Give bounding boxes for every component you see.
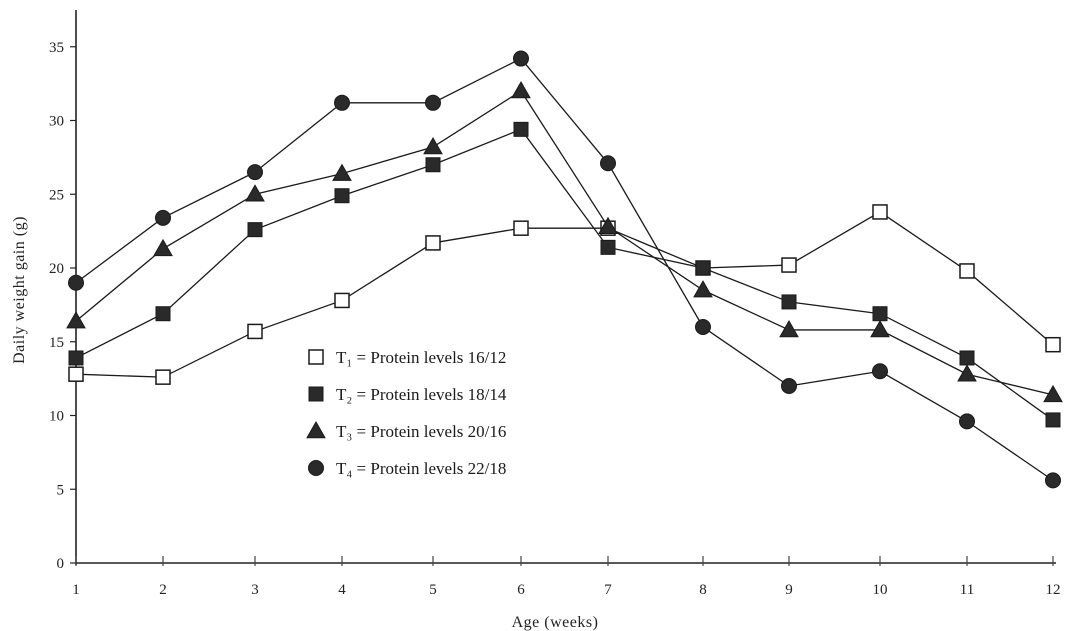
data-point: [1045, 472, 1061, 489]
x-tick-label: 2: [159, 582, 167, 598]
series-layer: [66, 50, 1063, 489]
data-point: [247, 222, 263, 238]
data-point: [247, 323, 263, 340]
x-tick-label: 12: [1046, 582, 1061, 598]
data-point: [779, 319, 799, 338]
x-tick-label: 7: [604, 582, 612, 598]
data-point: [600, 239, 616, 255]
data-point: [695, 319, 711, 335]
data-point: [957, 364, 977, 382]
data-point: [1043, 384, 1063, 403]
data-point: [332, 163, 352, 181]
data-point: [334, 292, 350, 309]
data-point: [872, 306, 888, 322]
y-tick-label: 0: [57, 556, 65, 572]
data-point: [513, 50, 529, 67]
y-tick-label: 15: [49, 335, 64, 351]
data-point: [68, 350, 84, 366]
data-point: [959, 350, 975, 366]
legend-marker: [308, 460, 324, 476]
legend-item: T₁ = Protein levels 16/12: [308, 348, 506, 367]
y-tick-label: 20: [49, 261, 64, 277]
x-tick-label: 1: [72, 582, 80, 598]
legend-item: T₃ = Protein levels 20/16: [306, 420, 506, 441]
data-point: [155, 306, 171, 322]
legend-item: T₂ = Protein levels 18/14: [308, 385, 507, 404]
data-point: [872, 204, 888, 220]
y-tick-label: 10: [49, 409, 64, 425]
data-point: [68, 366, 84, 382]
series-line-3: [75, 90, 1054, 396]
x-tick-label: 11: [960, 582, 974, 598]
data-point: [600, 155, 616, 172]
data-point: [334, 94, 350, 111]
y-tick-label: 35: [49, 40, 64, 56]
data-point: [1045, 336, 1061, 353]
data-point: [425, 94, 441, 111]
data-point: [513, 121, 529, 137]
data-point: [425, 157, 441, 173]
series-line-4: [75, 57, 1054, 481]
data-point: [513, 220, 529, 236]
series-3: [66, 80, 1063, 403]
legend-item: T₄ = Protein levels 22/18: [308, 459, 506, 478]
y-tick-label: 30: [49, 114, 64, 130]
data-point: [155, 369, 171, 385]
data-point: [155, 209, 171, 226]
data-point: [598, 216, 618, 234]
data-point: [68, 274, 84, 291]
x-tick-label: 8: [699, 582, 707, 598]
data-point: [66, 311, 86, 329]
data-point: [959, 413, 975, 430]
data-point: [334, 188, 350, 204]
data-point: [247, 164, 263, 181]
series-4: [68, 50, 1061, 489]
data-point: [695, 260, 711, 276]
y-tick-label: 5: [57, 482, 65, 498]
legend-marker: [308, 349, 324, 365]
x-tick-label: 9: [785, 582, 793, 598]
legend-label: T₂ = Protein levels 18/14: [336, 385, 507, 404]
data-point: [693, 280, 713, 298]
x-axis-title: Age (weeks): [512, 614, 599, 631]
data-point: [511, 80, 531, 99]
data-point: [423, 137, 443, 155]
data-point: [153, 238, 173, 257]
series-1: [68, 204, 1061, 385]
y-axis-title: Daily weight gain (g): [11, 216, 28, 364]
series-line-1: [75, 211, 1054, 378]
legend-label: T₃ = Protein levels 20/16: [336, 422, 506, 441]
legend-label: T₄ = Protein levels 22/18: [336, 459, 506, 478]
x-tick-label: 4: [338, 582, 346, 598]
data-point: [781, 294, 797, 310]
y-tick-label: 25: [49, 187, 64, 203]
data-point: [872, 363, 888, 380]
data-point: [781, 378, 797, 394]
legend: T₁ = Protein levels 16/12 T₂ = Protein le…: [306, 348, 507, 478]
data-point: [781, 257, 797, 273]
series-2: [68, 121, 1061, 428]
legend-marker: [308, 386, 324, 402]
data-point: [1045, 412, 1061, 428]
legend-marker: [306, 420, 326, 439]
data-point: [245, 184, 265, 202]
x-tick-label: 3: [251, 582, 259, 598]
data-point: [959, 263, 975, 279]
x-tick-label: 10: [873, 582, 888, 598]
x-tick-label: 5: [429, 582, 437, 598]
data-point: [870, 319, 890, 338]
series-line-2: [75, 128, 1054, 421]
x-tick-label: 6: [517, 582, 525, 598]
legend-label: T₁ = Protein levels 16/12: [336, 348, 506, 367]
data-point: [425, 235, 441, 251]
